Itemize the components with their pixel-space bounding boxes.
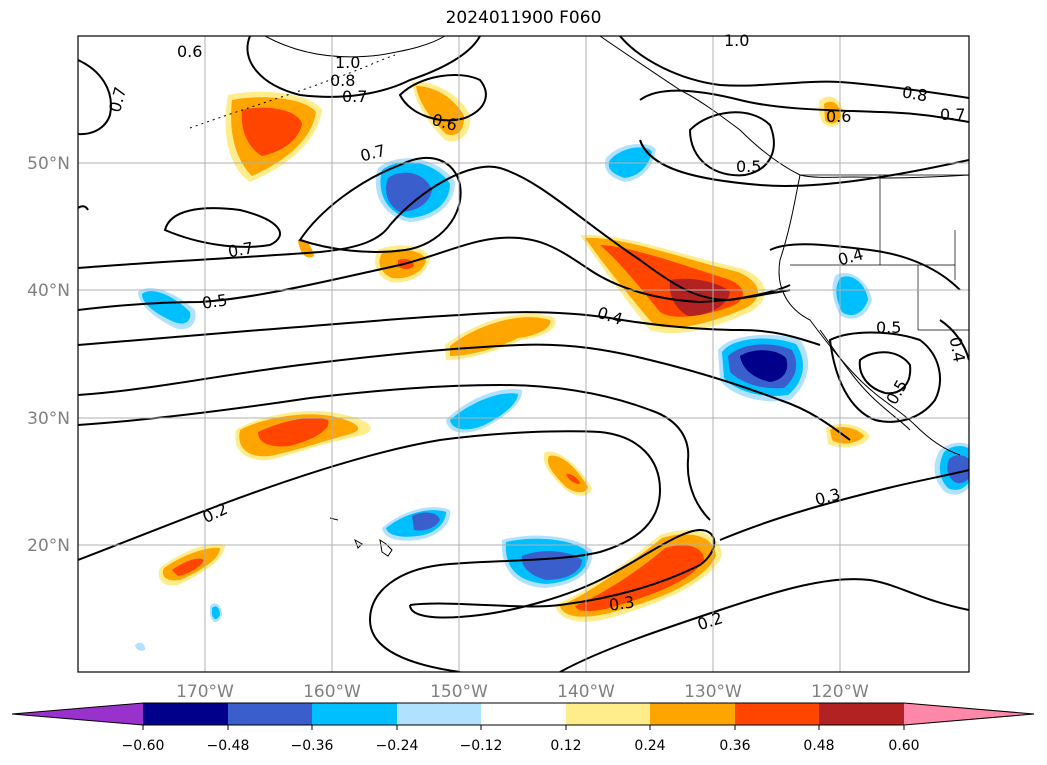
anomaly-small-positive-26n [543,451,592,496]
contour-label: 1.0 [724,31,749,50]
colorbar-segment [397,703,481,725]
colorbar-segment [735,703,819,725]
alaska-peninsula-coast [264,36,446,58]
anomaly-sw-positive [158,543,225,586]
colorbar-segment-extend-low [12,703,143,725]
lon-label-130w: 130°W [684,682,742,702]
contour-label: 0.5 [201,290,229,312]
colorbar-tick-label: −0.12 [460,738,503,754]
colorbar-segment [312,703,397,725]
contour-0.3-north [78,343,851,441]
colorbar-tick-label: 0.24 [634,738,665,754]
contour-label: 0.6 [177,42,202,61]
bc-coast [599,36,969,179]
contour-label: 0.8 [901,82,929,105]
colorbar-tick-label: −0.60 [122,738,165,754]
colorbar-tick-label: −0.24 [376,738,419,754]
contour-0.7-west [78,59,112,136]
state-boundaries [790,174,969,331]
coastlines [189,36,969,557]
contour-0.8-east [619,36,969,99]
map-title: 2024011900 F060 [445,8,602,28]
colorbar-segment [228,703,312,725]
contour-0.4-east [769,243,961,291]
anomaly-gulf-negative [375,158,455,222]
contour-1.0 [246,36,481,98]
contour-0.6-closed [858,351,912,395]
colorbar-tick-label: −0.48 [207,738,250,754]
contour-label: 0.8 [330,71,355,90]
colorbar-tick-label: 0.48 [803,738,834,754]
contour-0.5-bc [688,111,775,177]
anomaly-central-30n-negative [446,389,523,433]
contour-label: 0.7 [940,105,965,124]
anomaly-hawaii-negative [382,507,451,541]
anomaly-gulf-alaska-positive [412,81,471,142]
anomaly-central-18n-negative [501,535,593,588]
lat-label-20n: 20°N [27,536,70,556]
colorbar-tick-label: 0.12 [550,738,581,754]
contour-label: 0.3 [608,592,636,614]
contour-0.7-closed [163,207,281,248]
colorbar-tick-label: 0.60 [888,738,919,754]
gridlines [78,36,969,672]
contour-edge-fragment [78,205,89,211]
anomaly-west-40n-negative [138,288,196,330]
baja-california [819,329,911,431]
contour-0.5-closed [828,331,941,423]
contour-0.3-mid [78,383,711,521]
contour-label: 0.5 [736,157,761,176]
colorbar-segment [143,703,228,725]
lon-label-120w: 120°W [811,682,869,702]
anomaly-east-36n-negative [718,334,809,402]
contour-label: 0.5 [876,318,901,337]
lon-label-160w: 160°W [303,682,361,702]
contour-0.7-gulf [298,156,462,253]
contour-0.4 [78,311,821,346]
contour-label: 0.7 [342,87,367,106]
contour-0.2 [78,430,662,672]
contour-label: 0.7 [226,238,254,261]
lat-label-40n: 40°N [27,281,70,301]
contour-0.5 [78,236,791,311]
colorbar-segment [481,703,566,725]
contour-0.4-edge [939,319,969,361]
contour-0.3-east [719,469,969,541]
lon-label-150w: 150°W [430,682,488,702]
anomaly-nw-pacific-positive [225,91,322,182]
hawaiian-islands [329,517,393,557]
anomaly-west-30n-positive [235,410,371,461]
colorbar-segment [650,703,735,725]
contour-label: 0.4 [946,335,969,363]
anomaly-small-negatives [135,272,969,651]
lon-label-140w: 140°W [557,682,615,702]
colorbar-tick-label: 0.36 [719,738,750,754]
contour-lines [78,36,969,672]
contour-label: 0.6 [826,107,851,126]
lon-label-170w: 170°W [176,682,234,702]
lat-label-30n: 30°N [27,409,70,429]
colorbar: −0.60 −0.48 −0.36 −0.24 −0.12 0.12 0.24 … [11,702,1035,754]
contour-0.6-north [398,74,487,122]
plot-frame [77,35,970,673]
contour-0.3-loop [409,528,716,619]
contour-0.7-east [639,89,969,123]
colorbar-segment-extend-high [904,703,1034,725]
us-mexico-coast [778,174,961,456]
colorbar-tick-marks [142,725,905,730]
lat-label-50n: 50°N [27,154,70,174]
colorbar-segment [819,703,904,725]
contour-0.6-bc [639,139,969,187]
contour-label: 1.0 [335,53,360,72]
colorbar-tick-label: −0.36 [291,738,334,754]
contour-0.2-south [559,578,969,672]
colorbar-segment [566,703,650,725]
contour-0.6-mid [78,165,791,302]
